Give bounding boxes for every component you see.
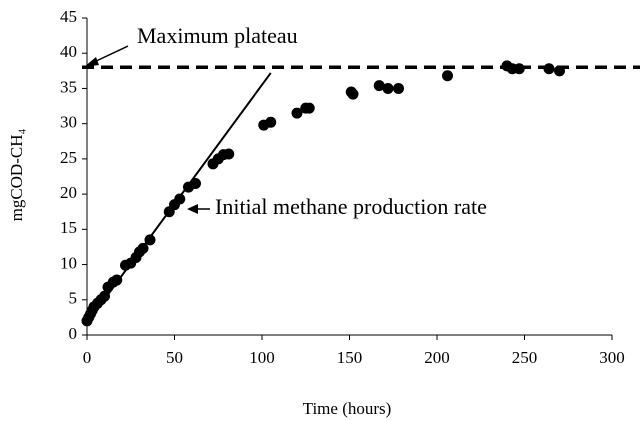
y-tick-label: 45 <box>60 7 77 26</box>
y-tick-label: 25 <box>60 148 77 167</box>
data-point <box>442 70 453 82</box>
y-tick-label: 30 <box>60 113 77 132</box>
data-point <box>99 290 110 302</box>
data-point <box>382 82 394 94</box>
y-tick-label: 15 <box>60 218 77 237</box>
data-point <box>265 116 277 128</box>
x-tick-label: 200 <box>424 348 450 367</box>
arrow-head <box>84 57 99 67</box>
data-point <box>174 193 186 205</box>
data-point <box>373 80 385 92</box>
x-tick-label: 250 <box>512 348 538 367</box>
y-tick-label: 40 <box>60 42 77 61</box>
annotation: Maximum plateau <box>137 23 298 48</box>
data-point <box>303 102 315 114</box>
y-tick-label: 20 <box>60 183 77 202</box>
y-tick-label: 10 <box>60 253 77 272</box>
data-point <box>347 88 359 100</box>
arrow-head <box>187 204 198 214</box>
data-point <box>513 63 525 75</box>
x-tick-label: 0 <box>83 348 92 367</box>
data-point <box>554 65 565 77</box>
y-tick-label: 0 <box>69 324 78 343</box>
y-axis-label: mgCOD-CH₄ <box>7 129 26 222</box>
data-point <box>223 148 235 160</box>
x-axis-label: Time (hours) <box>303 399 392 418</box>
x-tick-label: 150 <box>337 348 363 367</box>
data-point <box>291 107 303 119</box>
x-tick-label: 100 <box>249 348 275 367</box>
data-point <box>190 178 201 190</box>
annotation: Initial methane production rate <box>215 194 487 219</box>
data-point <box>543 63 555 75</box>
annotation-arrow <box>91 45 129 64</box>
x-tick-label: 300 <box>599 348 625 367</box>
x-tick-label: 50 <box>166 348 183 367</box>
y-tick-label: 5 <box>69 289 78 308</box>
data-point <box>393 82 404 94</box>
data-point <box>137 242 149 254</box>
data-point <box>144 234 156 246</box>
y-tick-label: 35 <box>60 77 77 96</box>
data-point <box>111 274 123 286</box>
